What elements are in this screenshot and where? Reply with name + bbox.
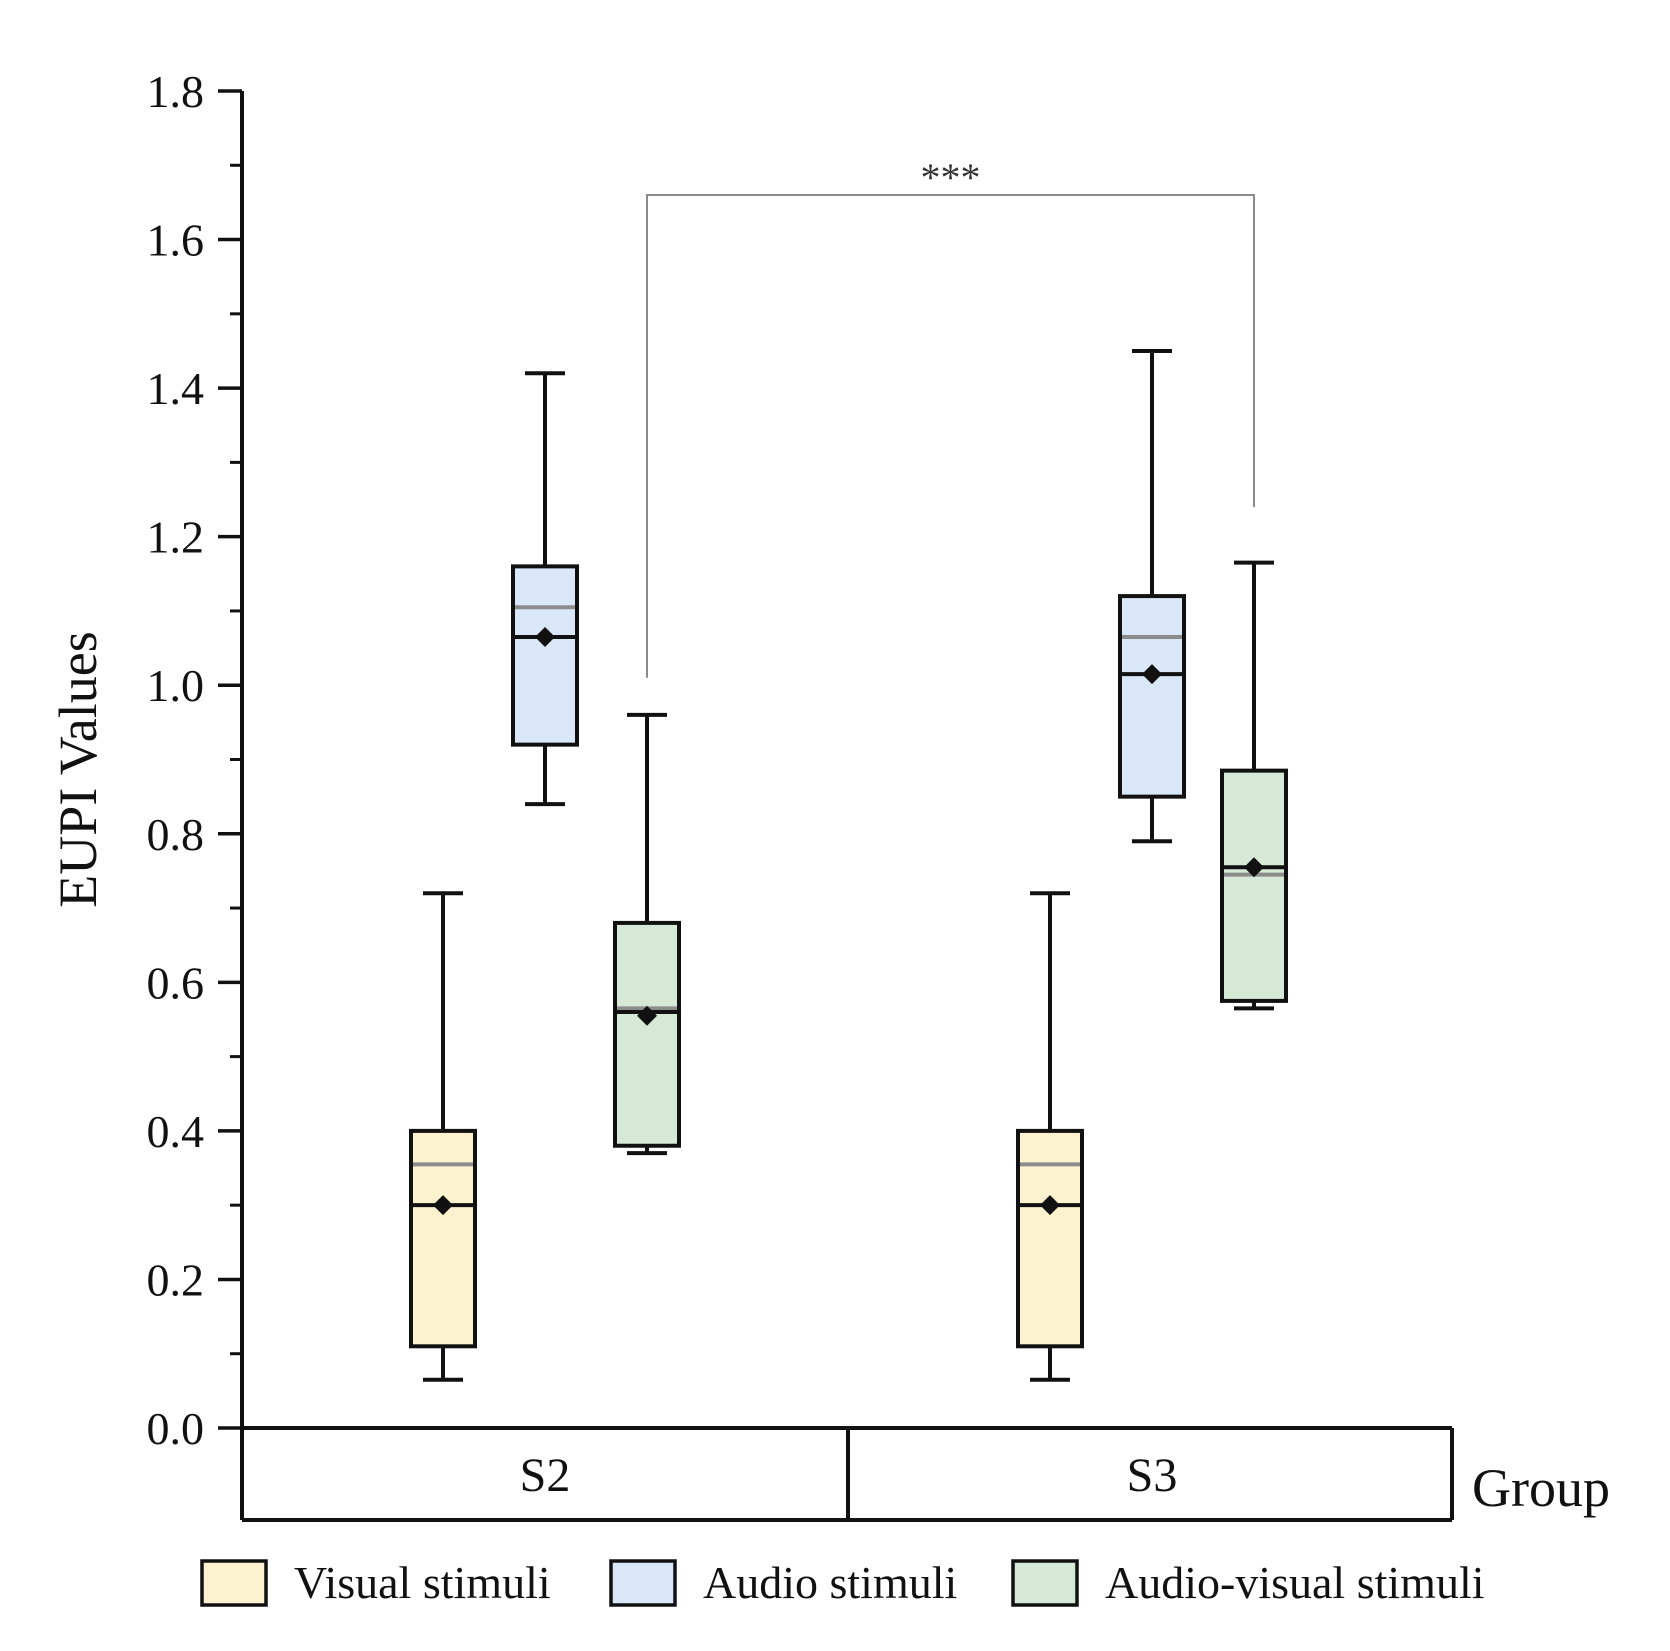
box-iqr xyxy=(511,564,579,747)
box-audio-visual-stimuli-s3 xyxy=(1220,560,1288,1011)
legend-item-audio-visual-stimuli: Audio-visual stimuli xyxy=(1011,1557,1485,1608)
box-audio-stimuli-s2 xyxy=(511,371,579,807)
legend: Visual stimuli Audio stimuli Audio-visual … xyxy=(200,1557,1485,1608)
box-visual-stimuli-s3 xyxy=(1016,891,1084,1382)
mean-marker xyxy=(637,1005,657,1026)
legend-swatch xyxy=(609,1559,677,1607)
y-tick-label: 0.0 xyxy=(147,1403,205,1454)
legend-item-audio-stimuli: Audio stimuli xyxy=(609,1557,957,1608)
mean-marker xyxy=(1244,857,1264,878)
significance-bracket xyxy=(646,193,1255,678)
y-tick-label: 0.4 xyxy=(147,1106,205,1157)
y-tick-label: 0.6 xyxy=(147,957,205,1008)
legend-swatch xyxy=(200,1559,268,1607)
legend-label: Visual stimuli xyxy=(294,1557,551,1608)
y-axis-title: EUPI Values xyxy=(48,631,108,908)
legend-swatch xyxy=(1011,1559,1079,1607)
box-visual-stimuli-s2 xyxy=(409,891,477,1382)
group-axis: S2 S3 Group xyxy=(242,1426,1610,1522)
mean-marker xyxy=(535,626,555,647)
box-series xyxy=(409,348,1288,1382)
box-audio-visual-stimuli-s2 xyxy=(613,712,681,1156)
box-iqr xyxy=(1118,594,1186,799)
mean-marker xyxy=(1040,1195,1060,1216)
box-iqr xyxy=(409,1128,477,1349)
annotations: *** xyxy=(646,155,1255,678)
y-tick-label: 1.2 xyxy=(147,512,205,563)
box-iqr xyxy=(1220,768,1288,1003)
y-tick-label: 1.0 xyxy=(147,660,205,711)
legend-label: Audio-visual stimuli xyxy=(1105,1557,1485,1608)
box-iqr xyxy=(1016,1128,1084,1349)
legend-label: Audio stimuli xyxy=(703,1557,957,1608)
y-tick-label: 1.8 xyxy=(147,66,205,117)
y-tick-label: 1.6 xyxy=(147,215,205,266)
significance-label: *** xyxy=(921,155,981,200)
legend-item-visual-stimuli: Visual stimuli xyxy=(200,1557,551,1608)
x-axis-title: Group xyxy=(1472,1458,1610,1518)
group-label-s2: S2 xyxy=(520,1449,571,1502)
y-axis: 0.0 0.2 0.4 0.6 0.8 1.0 1.2 1.4 1.6 1.8 EUPI Value… xyxy=(48,66,244,1520)
mean-marker xyxy=(433,1195,453,1216)
y-tick-label: 1.4 xyxy=(147,363,205,414)
box-audio-stimuli-s3 xyxy=(1118,348,1186,844)
mean-marker xyxy=(1142,664,1162,685)
box-iqr xyxy=(613,920,681,1148)
y-tick-label: 0.8 xyxy=(147,809,205,860)
y-tick-label: 0.2 xyxy=(147,1254,205,1305)
group-label-s3: S3 xyxy=(1127,1449,1178,1502)
